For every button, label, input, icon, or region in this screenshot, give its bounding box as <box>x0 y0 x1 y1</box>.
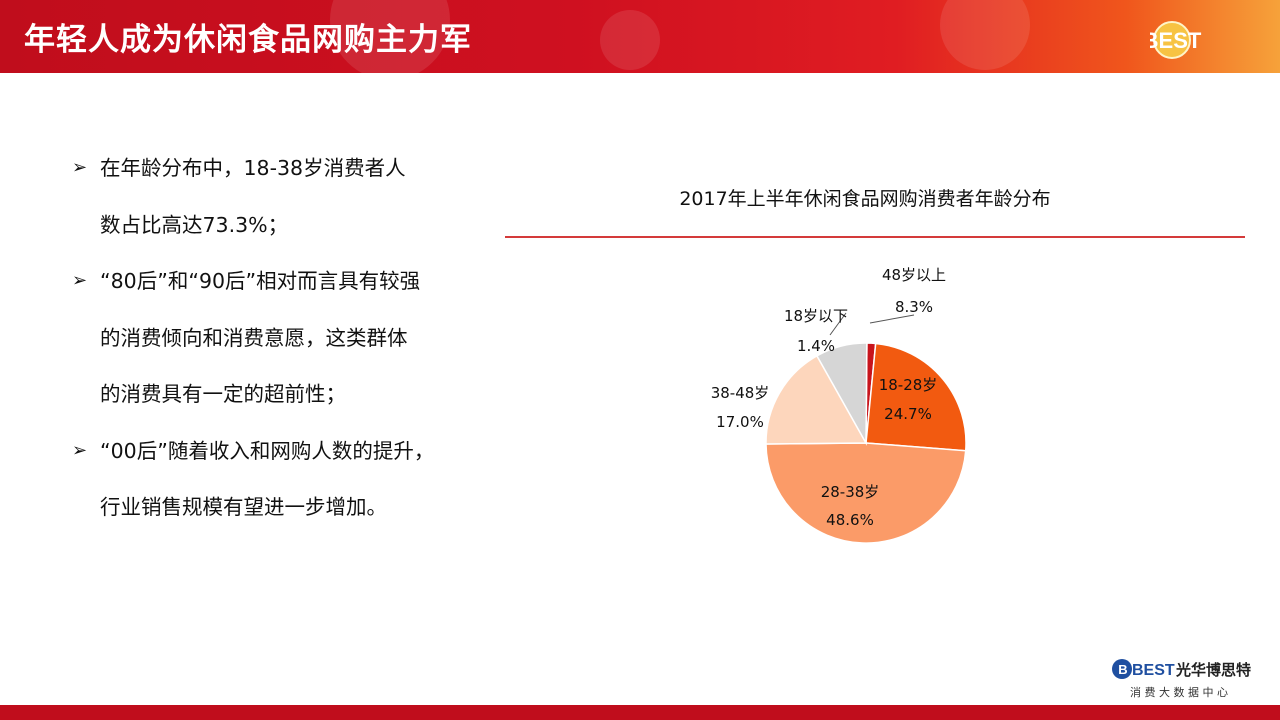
logo-mark-text: BEST <box>1132 662 1175 679</box>
header-banner: 年轻人成为休闲食品网购主力军 BEST <box>0 0 1280 73</box>
bullet-line: 在年龄分布中，18-38岁消费者人 <box>100 156 406 180</box>
footer-bar <box>0 705 1280 720</box>
bullet-line: “00后”随着收入和网购人数的提升， <box>100 438 435 463</box>
bullet-item: ➢ “00后”随着收入和网购人数的提升， 行业销售规模有望进一步增加。 <box>72 423 492 536</box>
pie-slice-label: 18-28岁 <box>879 376 938 394</box>
leader-line <box>829 312 847 336</box>
pie-slice <box>815 342 868 446</box>
pie-slice-value: 8.3% <box>895 298 933 316</box>
leader-line <box>869 314 915 324</box>
page-title: 年轻人成为休闲食品网购主力军 <box>24 22 472 58</box>
company-logo: B BEST 光华博思特 消 费 大 数 据 中 心 <box>1112 659 1251 699</box>
pie-slice-value: 17.0% <box>716 413 764 431</box>
bullet-line: 的消费倾向和消费意愿，这类群体 <box>100 325 408 350</box>
pie-slice-value: 24.7% <box>884 405 932 423</box>
best-logo: BEST <box>1150 21 1202 59</box>
svg-text:B: B <box>1118 662 1127 677</box>
bullet-item: ➢ “80后”和“90后”相对而言具有较强 的消费倾向和消费意愿，这类群体 的消… <box>72 253 492 423</box>
arrow-bullet-icon: ➢ <box>72 157 88 178</box>
age-distribution-pie-chart: 18岁以下 1.4% 18-28岁 24.7% 28-38岁 48.6% 38-48岁 17.… <box>711 266 967 544</box>
bullet-line: 行业销售规模有望进一步增加。 <box>100 495 387 519</box>
bullet-line: “80后”和“90后”相对而言具有较强 <box>100 269 421 293</box>
pie-slice <box>765 442 967 544</box>
logo-text: BEST <box>1150 28 1202 53</box>
arrow-bullet-icon: ➢ <box>72 439 88 461</box>
company-name: 光华博思特 <box>1175 661 1251 679</box>
pie-slice-label: 48岁以上 <box>882 266 946 284</box>
company-subtitle: 消 费 大 数 据 中 心 <box>1130 685 1228 699</box>
pie-slice-label: 18岁以下 <box>784 307 848 325</box>
pie-slice-value: 48.6% <box>826 511 874 529</box>
title-divider <box>505 236 1245 238</box>
pie-slice-label: 38-48岁 <box>711 384 770 402</box>
bullet-list: ➢ 在年龄分布中，18-38岁消费者人 数占比高达73.3%； ➢ “80后”和… <box>72 140 492 536</box>
pie-slice-value: 1.4% <box>797 337 835 355</box>
pie-slice <box>865 342 967 452</box>
bullet-line: 的消费具有一定的超前性； <box>100 382 346 406</box>
bullet-line: 数占比高达73.3%； <box>100 212 289 237</box>
pie-slice <box>765 354 868 445</box>
chart-title: 2017年上半年休闲食品网购消费者年龄分布 <box>679 188 1051 210</box>
arrow-bullet-icon: ➢ <box>72 270 88 291</box>
pie-slice-label: 28-38岁 <box>821 483 880 501</box>
bullet-item: ➢ 在年龄分布中，18-38岁消费者人 数占比高达73.3%； <box>72 140 492 253</box>
